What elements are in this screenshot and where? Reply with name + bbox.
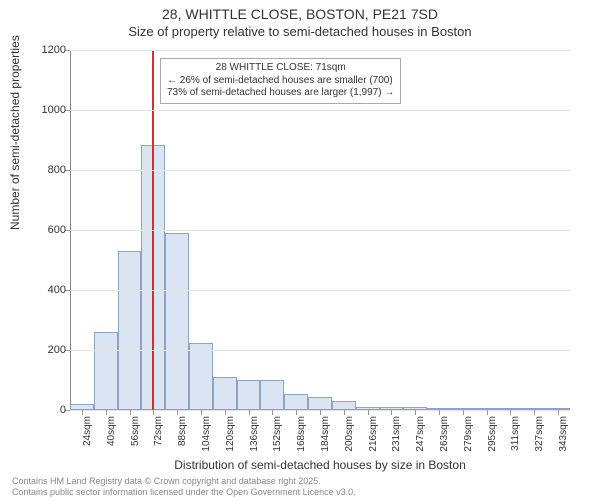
x-tick [201, 410, 202, 415]
x-tick [439, 410, 440, 415]
gridline [70, 110, 570, 111]
chart-container: 28, WHITTLE CLOSE, BOSTON, PE21 7SD Size… [0, 0, 600, 500]
footer-attribution: Contains HM Land Registry data © Crown c… [12, 476, 356, 498]
x-tick [296, 410, 297, 415]
x-axis-label: Distribution of semi-detached houses by … [70, 458, 570, 472]
title-line2: Size of property relative to semi-detach… [0, 24, 600, 39]
title-block: 28, WHITTLE CLOSE, BOSTON, PE21 7SD Size… [0, 0, 600, 39]
x-tick [225, 410, 226, 415]
x-tick [534, 410, 535, 415]
y-tick-label: 1000 [26, 104, 66, 116]
x-tick [272, 410, 273, 415]
x-tick [487, 410, 488, 415]
x-tick [82, 410, 83, 415]
histogram-bar [189, 343, 213, 411]
title-line1: 28, WHITTLE CLOSE, BOSTON, PE21 7SD [0, 6, 600, 22]
x-tick [106, 410, 107, 415]
y-tick-label: 600 [26, 224, 66, 236]
y-tick-label: 800 [26, 164, 66, 176]
annotation-box: 28 WHITTLE CLOSE: 71sqm← 26% of semi-det… [160, 58, 401, 104]
footer-line1: Contains HM Land Registry data © Crown c… [12, 476, 356, 487]
annotation-line: ← 26% of semi-detached houses are smalle… [167, 75, 394, 88]
gridline [70, 170, 570, 171]
y-tick-label: 0 [26, 404, 66, 416]
x-tick [153, 410, 154, 415]
x-tick [177, 410, 178, 415]
histogram-bar [94, 332, 118, 410]
plot-area: 28 WHITTLE CLOSE: 71sqm← 26% of semi-det… [70, 50, 570, 410]
x-tick [249, 410, 250, 415]
annotation-line: 28 WHITTLE CLOSE: 71sqm [167, 62, 394, 75]
y-tick-label: 200 [26, 344, 66, 356]
y-axis-label: Number of semi-detached properties [8, 35, 22, 230]
histogram-bar [213, 377, 237, 410]
gridline [70, 50, 570, 51]
x-tick [510, 410, 511, 415]
x-tick [558, 410, 559, 415]
histogram-bar [118, 251, 142, 410]
annotation-line: 73% of semi-detached houses are larger (… [167, 87, 394, 100]
footer-line2: Contains public sector information licen… [12, 487, 356, 498]
x-tick [415, 410, 416, 415]
gridline [70, 350, 570, 351]
x-tick [344, 410, 345, 415]
y-tick-label: 400 [26, 284, 66, 296]
x-tick [320, 410, 321, 415]
histogram-bar [237, 380, 261, 410]
x-tick [130, 410, 131, 415]
histogram-bar [260, 380, 284, 410]
y-tick-label: 1200 [26, 44, 66, 56]
histogram-bar [165, 233, 189, 410]
gridline [70, 290, 570, 291]
histogram-bar [308, 397, 332, 411]
histogram-bar [284, 394, 308, 411]
x-tick [463, 410, 464, 415]
gridline [70, 230, 570, 231]
x-tick [391, 410, 392, 415]
x-tick [368, 410, 369, 415]
histogram-bar [332, 401, 356, 410]
